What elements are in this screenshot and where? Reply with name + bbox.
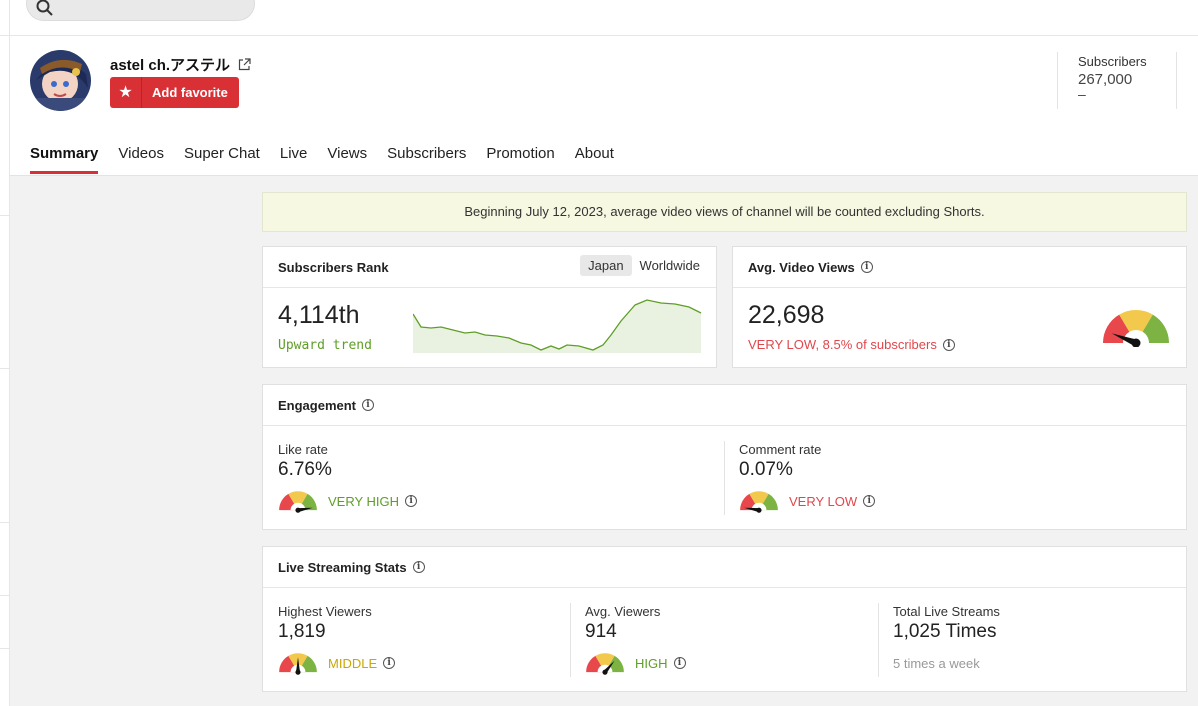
- rank-sparkline: [413, 299, 702, 353]
- card-title: Avg. Video Views: [748, 259, 855, 275]
- info-icon[interactable]: i: [362, 399, 375, 411]
- avg-views-value: 22,698: [748, 301, 825, 329]
- highest-viewers-value: 1,819: [278, 621, 326, 642]
- channel-avatar: [30, 50, 91, 111]
- subscribers-value: 267,000: [1078, 71, 1133, 88]
- comment-rate-status: VERY LOW: [789, 493, 858, 509]
- avg-video-views-card: Avg. Video Views i 22,698 VERY LOW, 8.5% …: [732, 246, 1187, 368]
- tab-videos[interactable]: Videos: [118, 145, 164, 162]
- avg-viewers-value: 914: [585, 621, 617, 642]
- highest-viewers-label: Highest Viewers: [278, 604, 372, 619]
- subscribers-summary: Subscribers 267,000 –: [1057, 52, 1177, 109]
- gauge-icon: [1103, 310, 1169, 347]
- live-streaming-stats-card: Live Streaming Stats i Highest Viewers 1,…: [262, 546, 1187, 692]
- tab-super-chat[interactable]: Super Chat: [183, 145, 260, 162]
- info-icon[interactable]: i: [860, 261, 873, 273]
- engagement-card: Engagement i Like rate 6.76% VERY HIGH i C…: [262, 384, 1187, 530]
- info-icon[interactable]: i: [405, 495, 418, 507]
- search-icon: [36, 0, 53, 16]
- region-toggle: Japan Worldwide: [580, 255, 708, 276]
- notice-banner: Beginning July 12, 2023, average video v…: [262, 192, 1187, 232]
- tab-about[interactable]: About: [574, 145, 614, 162]
- like-rate-label: Like rate: [278, 442, 328, 457]
- tab-subscribers[interactable]: Subscribers: [387, 145, 467, 162]
- channel-name[interactable]: astel ch.アステル: [110, 54, 251, 75]
- avg-viewers-status: HIGH: [635, 655, 668, 671]
- search-input[interactable]: [26, 0, 255, 21]
- highest-viewers-status: MIDDLE: [328, 655, 378, 671]
- avg-views-status: VERY LOW, 8.5% of subscribers: [748, 337, 937, 352]
- subscribers-change: –: [1078, 86, 1086, 102]
- avg-viewers-label: Avg. Viewers: [585, 604, 661, 619]
- total-streams-label: Total Live Streams: [893, 604, 1000, 619]
- add-favorite-button[interactable]: ★ Add favorite: [110, 77, 239, 108]
- info-icon[interactable]: i: [863, 495, 876, 507]
- gauge-icon: [740, 491, 778, 513]
- info-icon[interactable]: i: [673, 657, 686, 669]
- tab-bar: Summary Videos Super Chat Live Views Sub…: [30, 145, 634, 174]
- total-streams-frequency: 5 times a week: [893, 656, 980, 671]
- subscribers-rank-card: Subscribers Rank Japan Worldwide 4,114th…: [262, 246, 717, 368]
- tab-live[interactable]: Live: [279, 145, 308, 162]
- like-rate-status: VERY HIGH: [328, 493, 400, 509]
- comment-rate-label: Comment rate: [739, 442, 822, 457]
- rank-trend: Upward trend: [278, 338, 372, 353]
- subscribers-title: Subscribers: [1078, 54, 1147, 69]
- total-streams-value: 1,025 Times: [893, 621, 997, 642]
- toggle-worldwide[interactable]: Worldwide: [639, 258, 700, 273]
- tab-views[interactable]: Views: [327, 145, 368, 162]
- info-icon[interactable]: i: [942, 338, 955, 351]
- toggle-japan[interactable]: Japan: [580, 255, 632, 276]
- card-title: Live Streaming Stats: [278, 559, 407, 575]
- rank-value: 4,114th: [278, 301, 360, 329]
- info-icon[interactable]: i: [383, 657, 396, 669]
- external-link-icon[interactable]: [238, 58, 251, 71]
- gauge-icon: [586, 653, 624, 675]
- card-title: Engagement: [278, 397, 357, 413]
- tab-promotion[interactable]: Promotion: [486, 145, 555, 162]
- gauge-icon: [279, 491, 317, 513]
- star-icon: ★: [110, 77, 142, 108]
- left-edge: [0, 0, 10, 706]
- card-title: Subscribers Rank: [278, 259, 389, 275]
- info-icon[interactable]: i: [412, 561, 425, 573]
- like-rate-value: 6.76%: [278, 459, 332, 480]
- gauge-icon: [279, 653, 317, 675]
- tab-summary[interactable]: Summary: [30, 145, 99, 174]
- comment-rate-value: 0.07%: [739, 459, 793, 480]
